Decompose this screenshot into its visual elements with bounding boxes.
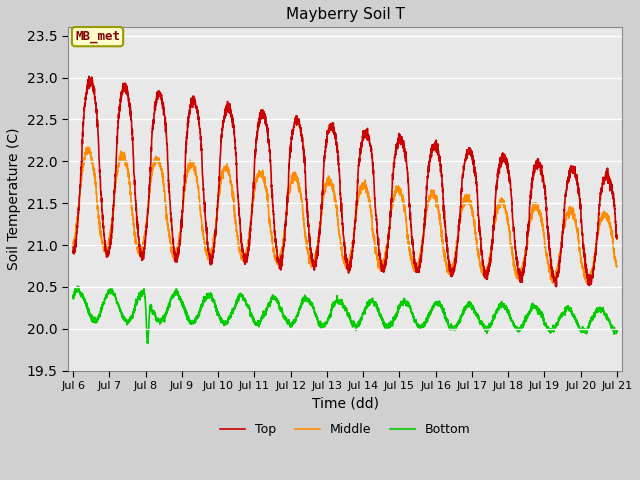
Title: Mayberry Soil T: Mayberry Soil T: [285, 7, 404, 22]
Line: Bottom: Bottom: [73, 286, 617, 343]
Middle: [328, 180, 335, 186]
Top: [570, 168, 577, 173]
Top: [613, 236, 621, 241]
Top: [85, 73, 93, 79]
Bottom: [570, 314, 577, 320]
Middle: [69, 239, 77, 245]
Line: Top: Top: [73, 76, 617, 287]
Top: [302, 189, 310, 194]
Bottom: [74, 283, 81, 289]
X-axis label: Time (dd): Time (dd): [312, 396, 379, 410]
Legend: Top, Middle, Bottom: Top, Middle, Bottom: [214, 418, 476, 441]
Middle: [298, 198, 306, 204]
Bottom: [144, 340, 152, 346]
Text: MB_met: MB_met: [75, 30, 120, 43]
Middle: [596, 218, 604, 224]
Middle: [465, 195, 472, 201]
Top: [465, 150, 472, 156]
Middle: [583, 280, 591, 286]
Bottom: [465, 300, 472, 306]
Top: [328, 125, 335, 131]
Bottom: [69, 295, 77, 300]
Line: Middle: Middle: [73, 147, 617, 283]
Bottom: [613, 327, 621, 333]
Top: [69, 249, 77, 254]
Bottom: [328, 307, 335, 312]
Top: [552, 284, 560, 289]
Top: [298, 134, 306, 140]
Bottom: [303, 296, 310, 302]
Middle: [84, 144, 92, 150]
Bottom: [298, 302, 306, 308]
Middle: [613, 264, 621, 270]
Middle: [302, 239, 310, 244]
Middle: [570, 211, 577, 217]
Bottom: [596, 306, 604, 312]
Top: [596, 190, 604, 195]
Y-axis label: Soil Temperature (C): Soil Temperature (C): [7, 128, 21, 270]
